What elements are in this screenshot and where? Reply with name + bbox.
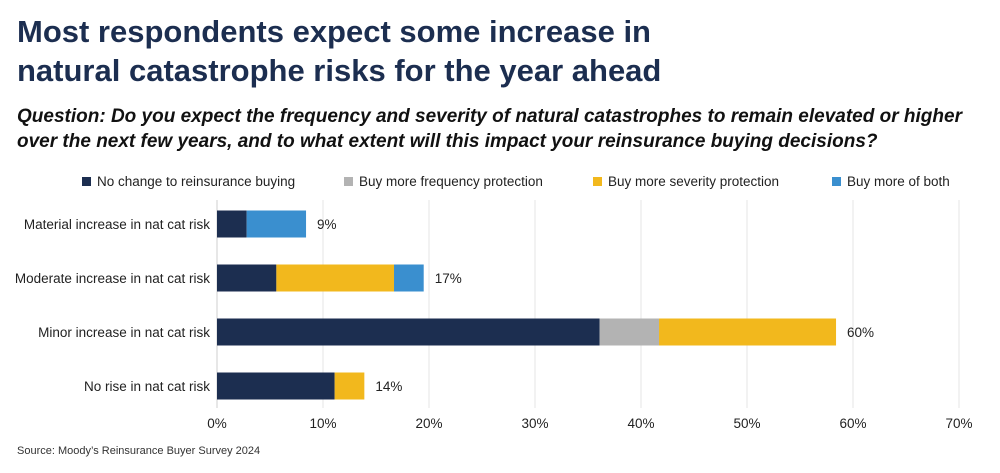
legend-item-severity: Buy more severity protection [593,174,779,189]
bar-segment [599,318,660,346]
legend-swatch [82,177,91,186]
chart-subtitle: Question: Do you expect the frequency an… [17,106,962,152]
category-label: Material increase in nat cat risk [24,217,210,232]
x-tick-label: 10% [309,416,336,431]
legend-swatch [832,177,841,186]
bar-segment [246,210,307,238]
x-tick-label: 60% [839,416,866,431]
legend: No change to reinsurance buying Buy more… [0,174,1000,194]
legend-swatch [344,177,353,186]
bar-segment [217,264,277,292]
bar-segment [217,210,247,238]
x-tick-label: 30% [521,416,548,431]
bar-segment [659,318,837,346]
legend-label: Buy more severity protection [608,174,780,189]
x-tick-label: 70% [945,416,972,431]
x-tick-label: 40% [627,416,654,431]
chart-title: Most respondents expect some increase in… [17,12,977,90]
bar-segment [217,318,600,346]
legend-item-no-change: No change to reinsurance buying [82,174,295,189]
category-label: No rise in nat cat risk [84,379,210,394]
bar-segment [276,264,395,292]
title-line-2: natural catastrophe risks for the year a… [17,53,662,88]
bar-segment [217,372,335,400]
category-label: Minor increase in nat cat risk [38,325,210,340]
bar-segment [334,372,365,400]
total-label: 60% [847,325,874,340]
title-line-1: Most respondents expect some increase in [17,14,651,49]
legend-item-frequency: Buy more frequency protection [344,174,543,189]
legend-label: Buy more frequency protection [359,174,543,189]
x-tick-label: 50% [733,416,760,431]
legend-label: Buy more of both [847,174,950,189]
legend-item-both: Buy more of both [832,174,950,189]
total-label: 9% [317,217,337,232]
legend-label: No change to reinsurance buying [97,174,296,189]
category-label: Moderate increase in nat cat risk [15,271,210,286]
total-label: 17% [435,271,462,286]
legend-swatch [593,177,602,186]
bar-segment [394,264,424,292]
x-tick-label: 0% [207,416,227,431]
total-label: 14% [375,379,402,394]
source-note: Source: Moody’s Reinsurance Buyer Survey… [17,445,261,457]
x-tick-label: 20% [415,416,442,431]
